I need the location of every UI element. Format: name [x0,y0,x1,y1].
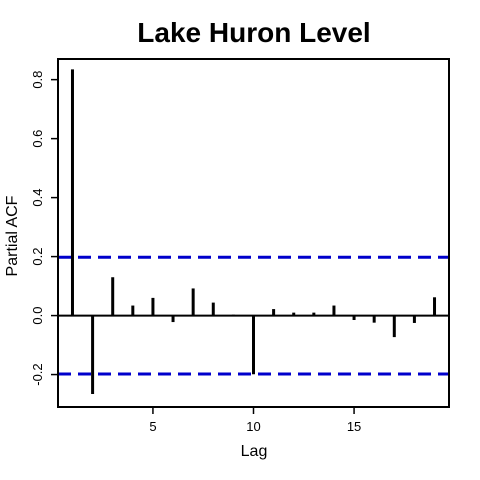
y-tick-label-1: 0.0 [30,307,45,325]
y-tick-label-2: 0.2 [30,248,45,266]
x-axis-label: Lag [241,443,268,460]
x-tick-label-10: 10 [246,419,260,434]
y-tick-label-5: 0.8 [30,71,45,89]
y-axis-label: Partial ACF [4,195,21,276]
y-tick-label-3: 0.4 [30,189,45,207]
chart-title: Lake Huron Level [137,17,370,48]
plot-area: 5 10 15 -0.2 0.0 0.2 0.4 0.6 0.8 [30,58,450,434]
x-tick-label-5: 5 [149,419,156,434]
y-tick-label-0: -0.2 [30,363,45,385]
y-tick-label-4: 0.6 [30,130,45,148]
x-tick-label-15: 15 [347,419,361,434]
